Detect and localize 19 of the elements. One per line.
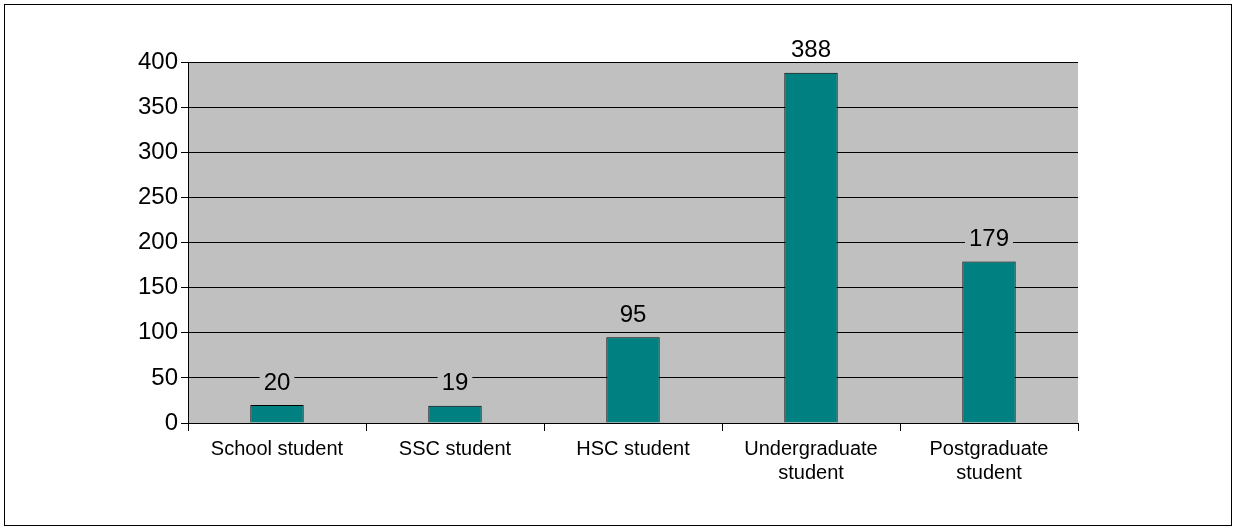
x-tick-label: Postgraduate student	[929, 436, 1049, 483]
y-tick-label: 300	[137, 136, 178, 164]
y-tick-label: 50	[151, 362, 178, 390]
x-tick-label: HSC student	[576, 436, 691, 459]
data-label: 20	[263, 367, 291, 395]
y-tick-label: 150	[137, 272, 178, 300]
y-tick-label: 350	[137, 91, 178, 119]
y-tick-label: 100	[137, 317, 178, 345]
y-tick-label: 400	[137, 46, 178, 74]
x-tick-label: School student	[210, 436, 344, 459]
data-label: 388	[790, 35, 832, 63]
y-tick-label: 0	[164, 407, 178, 435]
data-label: 19	[441, 368, 469, 396]
y-tick-label: 250	[137, 182, 178, 209]
data-label: 95	[619, 299, 647, 327]
data-label: 179	[968, 224, 1010, 252]
x-tick-label: Undergraduate student	[744, 436, 878, 483]
y-tick-label: 200	[137, 227, 178, 255]
x-tick-label: SSC student	[398, 436, 512, 459]
